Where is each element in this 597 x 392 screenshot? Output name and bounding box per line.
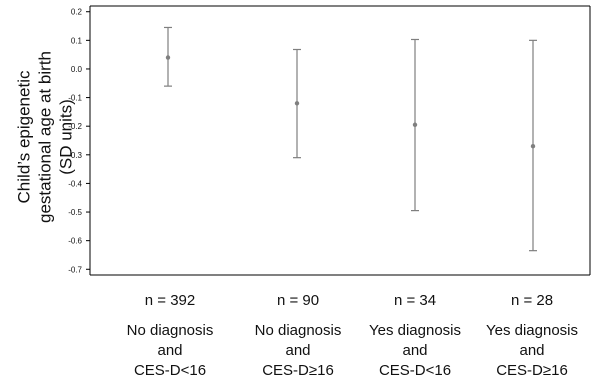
- y-tick-label: -0.7: [68, 265, 82, 274]
- sample-size-label: n = 34: [393, 292, 437, 309]
- y-tick-label: -0.5: [68, 208, 82, 217]
- data-point: [165, 55, 171, 60]
- data-point: [294, 101, 300, 106]
- data-point: [530, 144, 536, 149]
- y-tick-label: -0.4: [68, 179, 82, 188]
- category-line: CES-D<16: [133, 362, 207, 379]
- y-tick-label: 0.2: [71, 8, 83, 17]
- sample-size-label: n = 28: [510, 292, 554, 309]
- y-tick-label: 0.1: [71, 36, 83, 45]
- category-line: and: [402, 342, 428, 359]
- category-line: No diagnosis: [254, 322, 342, 339]
- y-tick-label: 0.0: [71, 65, 83, 74]
- category-line: and: [285, 342, 311, 359]
- category-line: Yes diagnosis: [368, 322, 461, 339]
- category-line: CES-D<16: [378, 362, 452, 379]
- y-tick-label: -0.2: [68, 122, 82, 131]
- sample-size-label: n = 392: [144, 292, 196, 309]
- data-point: [412, 122, 418, 127]
- sample-size-label: n = 90: [276, 292, 320, 309]
- category-line: and: [157, 342, 183, 359]
- y-tick-label: -0.1: [68, 94, 82, 103]
- category-label-4: n = 28 Yes diagnosis and CES-D≥16: [467, 292, 597, 381]
- category-line: CES-D≥16: [262, 362, 334, 379]
- y-tick-label: -0.3: [68, 151, 82, 160]
- category-line: CES-D≥16: [496, 362, 568, 379]
- category-label-3: n = 34 Yes diagnosis and CES-D<16: [350, 292, 480, 381]
- category-line: Yes diagnosis: [485, 322, 578, 339]
- category-label-2: n = 90 No diagnosis and CES-D≥16: [233, 292, 363, 381]
- category-label-1: n = 392 No diagnosis and CES-D<16: [105, 292, 235, 381]
- category-line: No diagnosis: [126, 322, 214, 339]
- category-line: and: [519, 342, 545, 359]
- y-tick-label: -0.6: [68, 237, 82, 246]
